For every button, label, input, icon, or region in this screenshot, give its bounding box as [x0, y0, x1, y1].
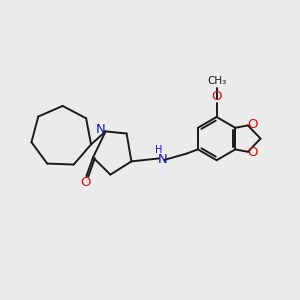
Text: O: O [247, 146, 257, 160]
Text: N: N [95, 123, 105, 136]
Text: CH₃: CH₃ [207, 76, 226, 86]
Text: H: H [155, 145, 162, 155]
Text: O: O [247, 118, 257, 131]
Text: O: O [80, 176, 91, 189]
Text: N: N [158, 153, 168, 167]
Text: O: O [211, 89, 222, 103]
